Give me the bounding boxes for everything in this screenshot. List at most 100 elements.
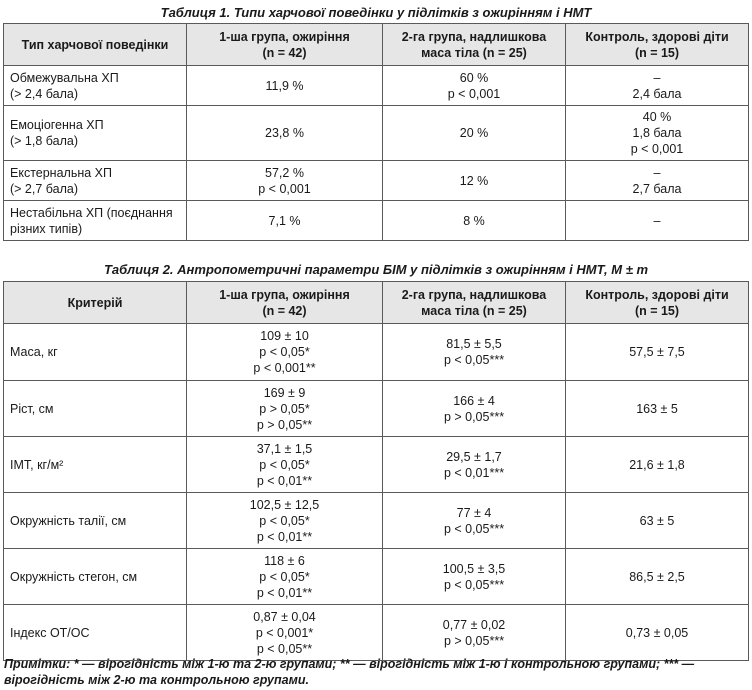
row-label-cell: Екстернальна ХП (> 2,7 бала) <box>3 160 187 201</box>
row-label-line: (> 1,8 бала) <box>10 134 79 148</box>
value-cell: 109 ± 10 p < 0,05* p < 0,001** <box>186 323 383 381</box>
value-cell: 8 % <box>382 200 566 241</box>
value-cell: 57,2 % p < 0,001 <box>186 160 383 201</box>
cell-value-line: 23,8 % <box>265 126 304 140</box>
value-cell: – <box>565 200 749 241</box>
row-label-line: Емоціогенна ХП <box>10 118 104 132</box>
cell-value-line: 2,7 бала <box>632 181 682 196</box>
row-label-line: різних типів) <box>10 221 83 236</box>
cell-value-line: 60 % <box>459 70 489 85</box>
cell-value-line: 100,5 ± 3,5 <box>442 561 506 576</box>
value-cell: 7,1 % <box>186 200 383 241</box>
cell-value-line: p < 0,05* <box>259 569 310 584</box>
value-cell: 20 % <box>382 105 566 161</box>
value-cell: –2,7 бала <box>565 160 749 201</box>
cell-value-line: p < 0,01*** <box>443 465 505 480</box>
cell-value-line: p < 0,01** <box>256 529 313 544</box>
table-row: Індекс ОТ/ОС 0,87 ± 0,04 p < 0,001* p < 0,0… <box>3 604 749 661</box>
row-label-cell: Окружність стегон, см <box>3 548 187 605</box>
cell-value-line: p < 0,001 <box>258 181 311 196</box>
row-label-line: ІМТ, кг/м² <box>10 457 64 472</box>
cell-value-line: p < 0,05* <box>259 457 310 472</box>
cell-value-line: 2,4 бала <box>632 86 682 101</box>
column-header-line: 2-га група, надлишкова <box>401 287 547 302</box>
column-header: 1-ша група, ожиріння (n = 42) <box>186 23 383 66</box>
column-header-line: Критерій <box>67 295 123 310</box>
row-label-line: Маса, кг <box>10 345 58 359</box>
column-header-line: (n = 15) <box>634 45 680 60</box>
column-header-line: (n = 15) <box>634 303 680 318</box>
cell-value-line: – <box>653 165 661 180</box>
value-cell: –2,4 бала <box>565 65 749 106</box>
column-header-line: маса тіла (n = 25) <box>421 45 527 60</box>
row-label-line: Окружність талії, см <box>10 513 127 528</box>
cell-value-line: p < 0,001* <box>255 625 314 640</box>
column-header-line: маса тіла (n = 25) <box>421 303 527 318</box>
value-cell: 37,1 ± 1,5 p < 0,05* p < 0,01** <box>186 436 383 493</box>
row-label-cell: Нестабільна ХП (поєднання різних типів) <box>3 200 187 241</box>
cell-value-line: 0,73 ± 0,05 <box>625 625 689 640</box>
value-cell: 102,5 ± 12,5 p < 0,05* p < 0,01** <box>186 492 383 549</box>
value-cell: 86,5 ± 2,5 <box>565 548 749 605</box>
cell-value-line: 37,1 ± 1,5 <box>256 441 313 456</box>
cell-value-line: 81,5 ± 5,5 <box>446 337 502 351</box>
column-header: Контроль, здорові діти (n = 15) <box>565 281 749 324</box>
row-label-line: Обмежувальна ХП <box>10 70 119 85</box>
column-header: 2-га група, надлишкова маса тіла (n = 25) <box>382 23 566 66</box>
column-header-line: 2-га група, надлишкова <box>401 29 547 44</box>
value-cell: 81,5 ± 5,5 p < 0,05*** <box>382 323 566 381</box>
cell-value-line: p < 0,05*** <box>443 577 505 592</box>
value-cell: 0,73 ± 0,05 <box>565 604 749 661</box>
value-cell: 63 ± 5 <box>565 492 749 549</box>
row-label-cell: ІМТ, кг/м² <box>3 436 187 493</box>
cell-value-line: 29,5 ± 1,7 <box>446 449 502 464</box>
cell-value-line: p < 0,05*** <box>443 521 505 536</box>
column-header: 1-ша група, ожиріння (n = 42) <box>186 281 383 324</box>
cell-value-line: p < 0,05*** <box>443 353 505 367</box>
cell-value-line: 20 % <box>459 126 489 140</box>
column-header: Критерій <box>3 281 187 324</box>
table-notes: Примітки: * — вірогідність між 1-ю та 2-… <box>4 657 695 687</box>
row-label-cell: Обмежувальна ХП (> 2,4 бала) <box>3 65 187 106</box>
cell-value-line: – <box>653 213 661 228</box>
value-cell: 23,8 % <box>186 105 383 161</box>
cell-value-line: 12 % <box>459 173 489 188</box>
table-row: Нестабільна ХП (поєднання різних типів) 7,… <box>3 200 749 241</box>
column-header: 2-га група, надлишкова маса тіла (n = 25) <box>382 281 566 324</box>
cell-value-line: 57,2 % <box>265 165 304 180</box>
row-label-cell: Емоціогенна ХП (> 1,8 бала) <box>3 105 187 161</box>
column-header-line: (n = 42) <box>262 303 307 318</box>
cell-value-line: p > 0,05*** <box>443 409 505 424</box>
row-label-line: (> 2,4 бала) <box>10 86 79 101</box>
value-cell: 0,87 ± 0,04 p < 0,001* p < 0,05** <box>186 604 383 661</box>
cell-value-line: 21,6 ± 1,8 <box>629 457 685 472</box>
cell-value-line: 169 ± 9 <box>263 385 306 400</box>
column-header-line: 1-ша група, ожиріння <box>219 29 350 44</box>
cell-value-line: 102,5 ± 12,5 <box>249 497 320 512</box>
value-cell: 40 % 1,8 бала p < 0,001 <box>565 105 749 161</box>
cell-value-line: 40 % <box>642 110 672 124</box>
cell-value-line: 0,87 ± 0,04 <box>253 609 316 624</box>
cell-value-line: 1,8 бала <box>632 126 682 140</box>
column-header-line: Контроль, здорові діти <box>585 287 729 302</box>
cell-value-line: 7,1 % <box>268 213 301 228</box>
row-label-line: Індекс ОТ/ОС <box>10 625 90 640</box>
value-cell: 100,5 ± 3,5 p < 0,05*** <box>382 548 566 605</box>
cell-value-line: 63 ± 5 <box>639 513 675 528</box>
value-cell: 29,5 ± 1,7 p < 0,01*** <box>382 436 566 493</box>
cell-value-line: p > 0,05* <box>259 401 310 416</box>
cell-value-line: p < 0,01** <box>256 585 313 600</box>
column-header-line: 1-ша група, ожиріння <box>219 287 350 302</box>
row-label-cell: Індекс ОТ/ОС <box>3 604 187 661</box>
table-row: ІМТ, кг/м² 37,1 ± 1,5 p < 0,05* p < 0,01** 2… <box>3 436 749 493</box>
cell-value-line: 166 ± 4 <box>453 393 495 408</box>
cell-value-line: 77 ± 4 <box>456 505 492 520</box>
row-label-line: Ріст, см <box>10 401 54 416</box>
column-header-line: (n = 42) <box>262 45 307 60</box>
